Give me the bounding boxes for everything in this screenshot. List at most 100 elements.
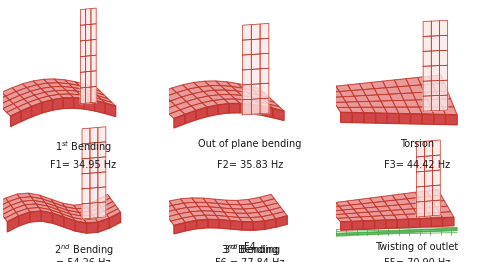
Polygon shape: [378, 94, 392, 101]
Polygon shape: [10, 95, 24, 103]
Polygon shape: [376, 206, 391, 211]
Polygon shape: [240, 204, 255, 209]
Polygon shape: [432, 83, 448, 92]
Text: F6 = 77.84 Hz: F6 = 77.84 Hz: [216, 258, 284, 262]
Polygon shape: [161, 205, 176, 212]
Polygon shape: [260, 53, 269, 69]
Polygon shape: [398, 219, 408, 228]
Polygon shape: [176, 208, 190, 214]
Polygon shape: [171, 218, 186, 225]
Polygon shape: [416, 100, 430, 107]
Polygon shape: [160, 101, 176, 110]
Polygon shape: [416, 213, 431, 219]
Polygon shape: [386, 87, 401, 94]
Polygon shape: [221, 208, 236, 213]
Polygon shape: [365, 207, 380, 212]
Polygon shape: [65, 207, 79, 212]
Polygon shape: [352, 113, 364, 123]
Polygon shape: [184, 202, 198, 208]
Polygon shape: [424, 201, 432, 216]
Polygon shape: [342, 209, 357, 214]
Polygon shape: [416, 141, 424, 157]
Polygon shape: [424, 207, 440, 213]
Polygon shape: [2, 209, 16, 218]
Polygon shape: [248, 197, 263, 204]
Polygon shape: [96, 194, 110, 204]
Polygon shape: [0, 96, 10, 105]
Polygon shape: [82, 188, 90, 204]
Polygon shape: [210, 207, 224, 212]
Polygon shape: [424, 156, 432, 171]
Text: Twisting of outlet: Twisting of outlet: [375, 242, 458, 252]
Polygon shape: [404, 100, 419, 107]
Polygon shape: [74, 204, 88, 209]
Polygon shape: [232, 86, 248, 92]
Polygon shape: [440, 20, 448, 36]
Polygon shape: [389, 94, 404, 101]
Polygon shape: [172, 85, 188, 92]
Polygon shape: [76, 91, 91, 97]
Polygon shape: [342, 96, 357, 102]
Polygon shape: [270, 207, 284, 215]
Polygon shape: [62, 214, 75, 221]
Polygon shape: [415, 191, 430, 198]
Polygon shape: [45, 91, 59, 96]
Polygon shape: [340, 112, 352, 123]
Polygon shape: [164, 105, 180, 114]
Polygon shape: [432, 200, 440, 216]
Polygon shape: [421, 84, 436, 92]
Polygon shape: [64, 80, 79, 85]
Polygon shape: [354, 95, 369, 102]
Polygon shape: [440, 95, 448, 110]
Polygon shape: [423, 21, 432, 36]
Polygon shape: [404, 192, 418, 199]
Polygon shape: [430, 195, 444, 202]
Polygon shape: [360, 216, 374, 221]
Polygon shape: [207, 105, 218, 117]
Polygon shape: [52, 98, 63, 110]
Polygon shape: [420, 218, 431, 227]
Polygon shape: [52, 86, 66, 91]
Polygon shape: [396, 107, 410, 114]
Polygon shape: [85, 200, 99, 208]
Polygon shape: [37, 83, 52, 89]
Polygon shape: [424, 171, 432, 186]
Polygon shape: [98, 187, 106, 203]
Polygon shape: [204, 90, 220, 96]
Polygon shape: [28, 99, 42, 106]
Polygon shape: [80, 56, 86, 72]
Polygon shape: [431, 218, 442, 227]
Polygon shape: [59, 210, 72, 217]
Polygon shape: [244, 208, 258, 213]
Polygon shape: [8, 198, 22, 205]
Polygon shape: [2, 88, 16, 96]
Polygon shape: [339, 205, 353, 210]
Polygon shape: [169, 199, 184, 205]
Polygon shape: [422, 114, 434, 124]
Polygon shape: [154, 96, 170, 105]
Polygon shape: [88, 204, 102, 211]
Polygon shape: [260, 23, 269, 39]
Polygon shape: [90, 143, 98, 158]
Polygon shape: [334, 214, 349, 218]
Polygon shape: [44, 79, 58, 83]
Polygon shape: [248, 86, 264, 93]
Text: F1= 34.95 Hz: F1= 34.95 Hz: [50, 160, 116, 170]
Polygon shape: [440, 50, 448, 66]
Text: = 54.26 Hz: = 54.26 Hz: [56, 258, 110, 262]
Polygon shape: [86, 84, 100, 91]
Polygon shape: [98, 127, 106, 143]
Polygon shape: [26, 85, 41, 91]
Polygon shape: [382, 215, 398, 220]
Polygon shape: [226, 200, 240, 205]
Polygon shape: [86, 71, 91, 88]
Polygon shape: [369, 101, 384, 107]
Polygon shape: [80, 25, 86, 41]
Polygon shape: [99, 198, 113, 208]
Polygon shape: [331, 210, 345, 215]
Polygon shape: [70, 214, 84, 220]
Polygon shape: [0, 205, 14, 215]
Polygon shape: [40, 195, 54, 203]
Polygon shape: [432, 140, 440, 156]
Polygon shape: [242, 25, 252, 40]
